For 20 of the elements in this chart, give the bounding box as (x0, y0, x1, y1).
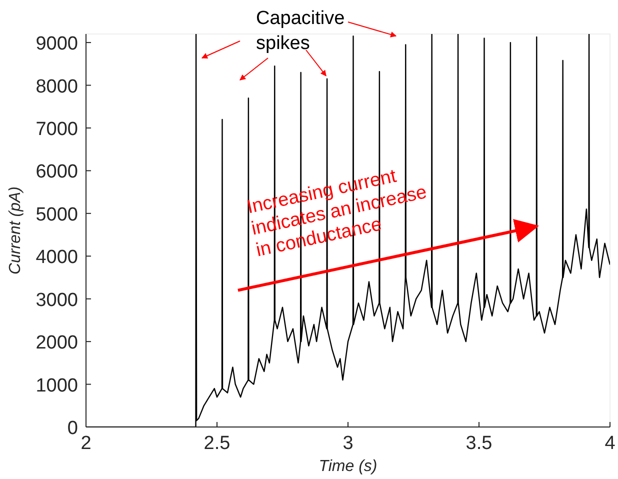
annotation: Capacitive spikes (256, 8, 345, 54)
line-series (86, 34, 610, 427)
x-tick-label: 2.5 (204, 433, 230, 454)
y-tick-label: 9000 (36, 34, 78, 55)
x-tick-label: 3.5 (466, 433, 492, 454)
annotation: Increasing current indicates an increase in conductance (245, 166, 429, 262)
y-tick-label: 6000 (36, 162, 78, 183)
y-axis-title: Current (pA) (7, 186, 24, 275)
y-tick-label: 1000 (36, 375, 78, 396)
y-tick-label: 3000 (36, 290, 78, 311)
y-tick-label: 8000 (36, 76, 78, 98)
x-axis-title: Time (s) (318, 458, 378, 475)
y-tick-label: 4000 (36, 247, 78, 268)
x-tick-label: 3 (342, 433, 354, 454)
y-tick-label: 5000 (36, 204, 78, 226)
x-tick-label: 4 (604, 433, 616, 454)
y-tick-label: 0 (67, 418, 78, 439)
x-tick-label: 2 (80, 433, 92, 454)
y-tick-label: 2000 (36, 332, 78, 354)
y-tick-label: 7000 (36, 118, 78, 140)
